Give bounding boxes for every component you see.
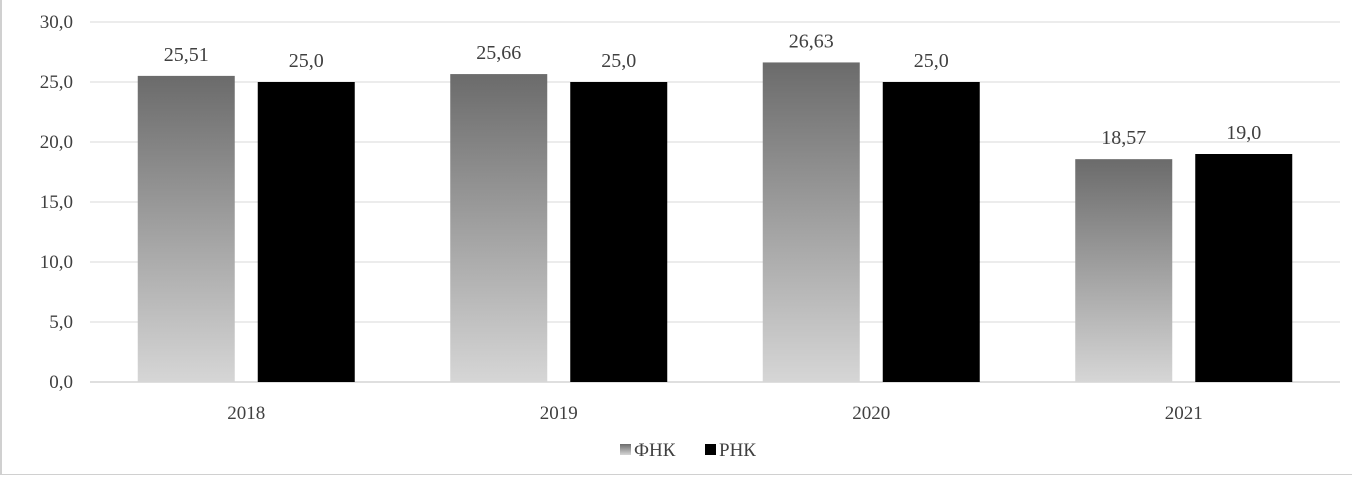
y-axis-ticks: 0,0 5,0 10,0 15,0 20,0 25,0 30,0 xyxy=(40,12,73,393)
data-label: 26,63 xyxy=(789,30,834,52)
bar xyxy=(1075,159,1173,382)
x-tick-label: 2020 xyxy=(852,403,890,424)
bar xyxy=(570,82,668,382)
y-tick-label: 30,0 xyxy=(40,12,73,33)
x-tick-label: 2018 xyxy=(227,403,265,424)
bar xyxy=(1195,154,1293,382)
data-label: 25,0 xyxy=(601,50,636,72)
data-label: 18,57 xyxy=(1101,127,1146,149)
data-label: 25,0 xyxy=(914,50,949,72)
legend-swatch xyxy=(620,444,631,455)
data-label: 25,0 xyxy=(289,50,324,72)
legend-swatch xyxy=(705,444,716,455)
bars xyxy=(137,62,1293,382)
y-tick-label: 10,0 xyxy=(40,252,73,273)
x-tick-label: 2019 xyxy=(540,403,578,424)
data-label: 25,51 xyxy=(164,44,209,66)
x-tick-label: 2021 xyxy=(1165,403,1203,424)
data-labels: 25,51 25,0 25,66 25,0 26,63 25,0 18,57 19,0 xyxy=(164,30,1262,149)
legend-label: ФНК xyxy=(634,440,676,461)
y-tick-label: 25,0 xyxy=(40,72,73,93)
legend-label: РНК xyxy=(719,440,756,461)
bar xyxy=(257,82,355,382)
bar xyxy=(762,62,860,382)
y-tick-label: 5,0 xyxy=(49,312,73,333)
y-tick-label: 20,0 xyxy=(40,132,73,153)
data-label: 19,0 xyxy=(1226,122,1261,144)
bar xyxy=(450,74,548,382)
legend: ФНК РНК xyxy=(620,440,756,461)
bar xyxy=(882,82,980,382)
y-tick-label: 0,0 xyxy=(49,372,73,393)
x-axis-ticks: 2018 2019 2020 2021 xyxy=(227,403,1203,424)
y-tick-label: 15,0 xyxy=(40,192,73,213)
data-label: 25,66 xyxy=(476,42,521,64)
bar xyxy=(137,75,235,382)
